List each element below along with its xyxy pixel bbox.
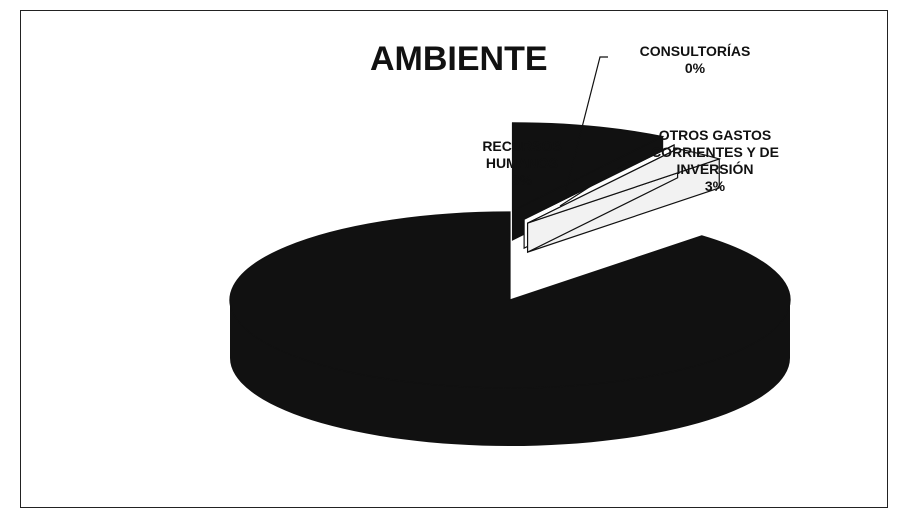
slice-side bbox=[230, 300, 790, 446]
chart-title: AMBIENTE bbox=[370, 40, 548, 78]
slice bbox=[527, 148, 722, 224]
slice-label: CONSULTORÍAS 0% bbox=[610, 43, 780, 77]
category-label: CONSULTORÍAS bbox=[639, 43, 751, 59]
slice-label: RECURSOS HUMANOS 9% bbox=[462, 138, 582, 189]
value-label: 0% bbox=[684, 60, 706, 76]
slice bbox=[229, 211, 791, 389]
value-label: 9% bbox=[511, 172, 533, 188]
category-label: OTROS GASTOS CORRIENTES Y DE INVERSIÓN bbox=[651, 127, 779, 177]
slice-label: OTROS GASTOS CORRIENTES Y DE INVERSIÓN 3% bbox=[630, 127, 800, 195]
category-label: RECURSOS HUMANOS bbox=[482, 138, 562, 171]
leader-line bbox=[565, 56, 608, 191]
leader-line bbox=[559, 161, 635, 207]
chart-frame bbox=[20, 10, 888, 508]
slice bbox=[511, 122, 665, 212]
value-label: 3% bbox=[704, 178, 726, 194]
